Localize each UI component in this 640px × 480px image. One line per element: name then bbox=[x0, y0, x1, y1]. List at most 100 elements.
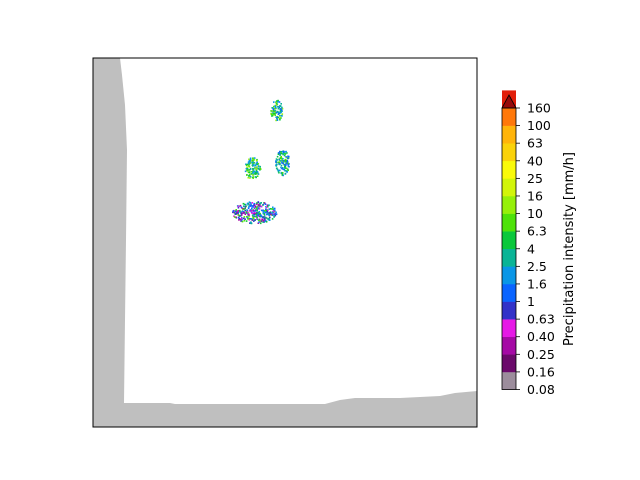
precipitation-pixel bbox=[237, 212, 239, 214]
precipitation-pixel bbox=[260, 202, 262, 204]
precipitation-pixel bbox=[281, 107, 284, 110]
precipitation-pixel bbox=[267, 205, 269, 208]
precipitation-pixel bbox=[253, 159, 256, 161]
precipitation-pixel bbox=[243, 216, 246, 218]
precipitation-pixel bbox=[248, 164, 250, 167]
precipitation-pixel bbox=[263, 221, 265, 223]
precipitation-pixel bbox=[248, 201, 251, 203]
precipitation-pixel bbox=[275, 163, 278, 166]
precipitation-pixel bbox=[275, 101, 277, 104]
precipitation-pixel bbox=[276, 115, 278, 118]
precipitation-pixel bbox=[248, 163, 251, 165]
precipitation-pixel bbox=[252, 170, 255, 173]
precipitation-pixel bbox=[244, 207, 246, 210]
precipitation-pixel bbox=[258, 218, 261, 221]
precipitation-pixel bbox=[262, 220, 265, 222]
precipitation-pixel bbox=[264, 203, 267, 205]
precipitation-pixel bbox=[280, 111, 282, 114]
precipitation-pixel bbox=[278, 171, 280, 174]
precipitation-pixel bbox=[287, 157, 289, 160]
colorbar-tick-label: 0.63 bbox=[527, 312, 555, 327]
precipitation-pixel bbox=[247, 171, 250, 174]
precipitation-pixel bbox=[279, 108, 281, 110]
precipitation-pixel bbox=[255, 176, 257, 178]
precipitation-pixel bbox=[283, 154, 286, 157]
precipitation-pixel bbox=[277, 161, 280, 164]
colorbar-tick-label: 0.16 bbox=[527, 364, 555, 379]
precipitation-pixel bbox=[256, 158, 258, 161]
precipitation-pixel bbox=[268, 213, 270, 215]
precipitation-pixel bbox=[254, 212, 257, 215]
precipitation-pixel bbox=[246, 210, 249, 213]
precipitation-pixel bbox=[284, 173, 287, 175]
precipitation-pixel bbox=[250, 218, 253, 220]
precipitation-pixel bbox=[255, 215, 257, 218]
precipitation-pixel bbox=[237, 206, 240, 209]
precipitation-pixel bbox=[237, 216, 240, 219]
precipitation-pixel bbox=[271, 107, 273, 109]
precipitation-pixel bbox=[285, 169, 287, 172]
precipitation-pixel bbox=[281, 150, 284, 153]
precipitation-pixel bbox=[275, 119, 277, 122]
precipitation-pixel bbox=[255, 169, 258, 172]
precipitation-pixel bbox=[235, 209, 237, 211]
precipitation-pixel bbox=[258, 168, 260, 170]
precipitation-pixel bbox=[269, 212, 272, 214]
precipitation-cell-central-east bbox=[275, 150, 290, 177]
precipitation-pixel bbox=[257, 218, 259, 221]
precipitation-pixel bbox=[282, 168, 284, 170]
colorbar-segment bbox=[502, 195, 516, 214]
precipitation-pixel bbox=[248, 158, 250, 161]
precipitation-pixel bbox=[272, 210, 275, 212]
precipitation-pixel bbox=[240, 220, 242, 222]
precipitation-pixel bbox=[249, 157, 252, 160]
precipitation-pixel bbox=[280, 103, 282, 105]
precipitation-pixel bbox=[246, 163, 248, 166]
precipitation-pixel bbox=[249, 162, 252, 164]
precipitation-pixel bbox=[285, 156, 287, 158]
precipitation-pixel bbox=[247, 218, 249, 220]
precipitation-pixel bbox=[249, 160, 252, 162]
precipitation-pixel bbox=[239, 218, 242, 221]
precipitation-pixel bbox=[272, 110, 274, 112]
precipitation-pixel bbox=[243, 219, 246, 222]
precipitation-pixel bbox=[286, 159, 289, 162]
precipitation-pixel bbox=[275, 161, 277, 163]
precipitation-pixel bbox=[275, 158, 278, 160]
precipitation-pixel bbox=[245, 211, 248, 214]
precipitation-pixel bbox=[267, 213, 269, 215]
precipitation-pixel bbox=[240, 212, 242, 214]
colorbar-tick-label: 100 bbox=[527, 118, 551, 133]
precipitation-pixel bbox=[252, 172, 254, 175]
precipitation-pixel bbox=[244, 203, 247, 206]
precipitation-pixel bbox=[281, 172, 284, 174]
precipitation-pixel bbox=[256, 163, 259, 165]
colorbar-segment bbox=[502, 336, 516, 355]
colorbar-segment bbox=[502, 108, 516, 126]
precipitation-pixel bbox=[251, 211, 253, 213]
precipitation-pixel bbox=[269, 211, 272, 213]
precipitation-pixel bbox=[266, 213, 268, 216]
precipitation-pixel bbox=[234, 213, 237, 215]
precipitation-pixel bbox=[280, 108, 282, 110]
precipitation-pixel bbox=[280, 171, 283, 174]
precipitation-pixel bbox=[248, 215, 250, 217]
precipitation-pixel bbox=[273, 101, 275, 103]
precipitation-pixel bbox=[280, 155, 282, 158]
precipitation-pixel bbox=[269, 216, 271, 219]
precipitation-pixel bbox=[250, 171, 253, 173]
precipitation-pixel bbox=[283, 161, 285, 163]
precipitation-pixel bbox=[256, 175, 259, 177]
precipitation-pixel bbox=[250, 222, 253, 225]
plot-frame bbox=[92, 57, 478, 428]
precipitation-pixel bbox=[280, 157, 282, 159]
colorbar-segment bbox=[502, 283, 516, 302]
precipitation-pixel bbox=[280, 160, 282, 162]
precipitation-pixel bbox=[280, 152, 282, 155]
precipitation-pixel bbox=[274, 114, 276, 116]
precipitation-pixel bbox=[275, 213, 278, 216]
precipitation-pixel bbox=[232, 210, 235, 212]
precipitation-pixel bbox=[284, 167, 286, 169]
precipitation-pixel bbox=[246, 209, 248, 211]
precipitation-pixel bbox=[252, 217, 255, 220]
